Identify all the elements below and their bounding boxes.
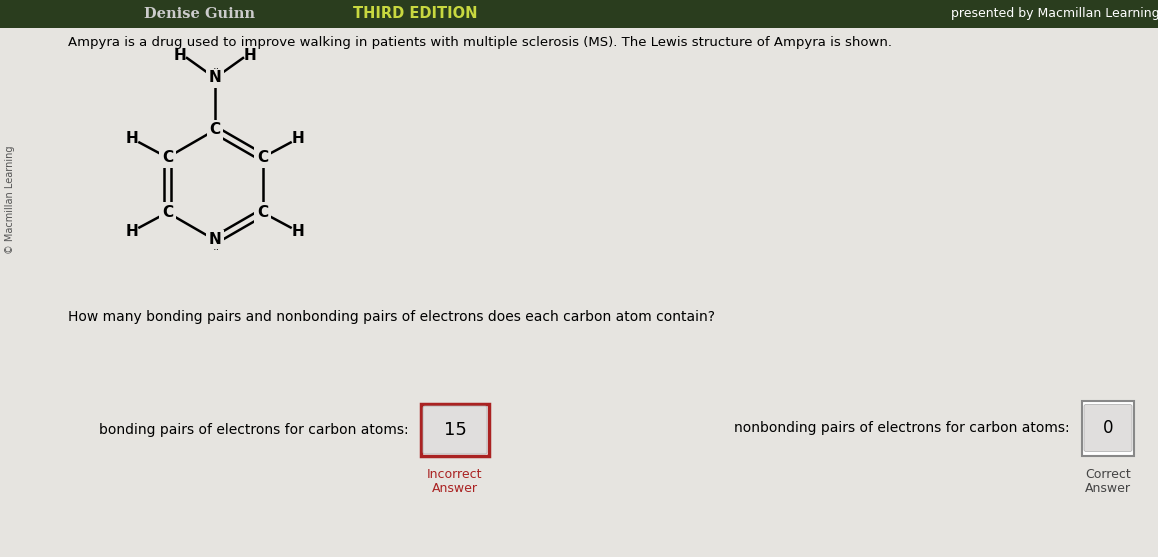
Text: H: H	[292, 131, 305, 146]
Text: 0: 0	[1102, 419, 1113, 437]
Text: Answer: Answer	[432, 482, 478, 495]
Text: Correct: Correct	[1085, 467, 1131, 481]
Text: C: C	[210, 123, 220, 138]
Text: H: H	[174, 47, 186, 62]
FancyBboxPatch shape	[423, 406, 488, 454]
Text: presented by Macmillan Learning: presented by Macmillan Learning	[951, 7, 1158, 21]
Text: bonding pairs of electrons for carbon atoms:: bonding pairs of electrons for carbon at…	[100, 423, 409, 437]
FancyBboxPatch shape	[422, 404, 489, 456]
Text: H: H	[126, 131, 139, 146]
Text: THIRD EDITION: THIRD EDITION	[353, 7, 477, 22]
Text: C: C	[257, 150, 269, 165]
FancyBboxPatch shape	[1084, 404, 1133, 452]
Text: H: H	[292, 224, 305, 239]
Text: C: C	[162, 150, 173, 165]
Text: nonbonding pairs of electrons for carbon atoms:: nonbonding pairs of electrons for carbon…	[734, 421, 1070, 435]
Bar	[0, 0, 1158, 28]
Text: N: N	[208, 71, 221, 86]
Text: 15: 15	[444, 421, 467, 439]
Text: C: C	[162, 205, 173, 220]
Text: © Macmillan Learning: © Macmillan Learning	[5, 146, 15, 254]
Text: H: H	[126, 224, 139, 239]
Text: Ampyra is a drug used to improve walking in patients with multiple sclerosis (MS: Ampyra is a drug used to improve walking…	[68, 36, 892, 49]
Text: Incorrect: Incorrect	[427, 468, 483, 481]
Text: ··: ··	[212, 245, 220, 255]
FancyBboxPatch shape	[1082, 400, 1134, 456]
Text: ··: ··	[212, 64, 220, 74]
Text: N: N	[208, 232, 221, 247]
Text: H: H	[243, 47, 256, 62]
Text: C: C	[257, 205, 269, 220]
Text: Answer: Answer	[1085, 481, 1131, 495]
Text: How many bonding pairs and nonbonding pairs of electrons does each carbon atom c: How many bonding pairs and nonbonding pa…	[68, 310, 714, 324]
Text: Denise Guinn: Denise Guinn	[145, 7, 256, 21]
